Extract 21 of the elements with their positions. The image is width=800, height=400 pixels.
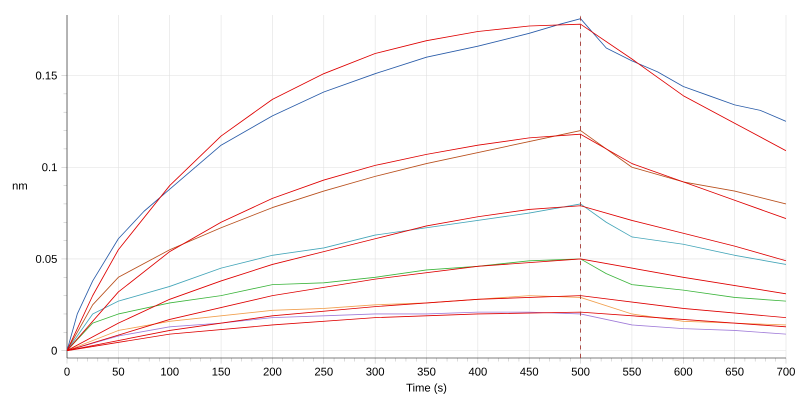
x-axis-title: Time (s): [406, 383, 446, 394]
x-tick-label: 650: [726, 368, 744, 376]
x-tick-label: 200: [264, 368, 282, 376]
x-tick-label: 50: [112, 368, 124, 376]
x-tick-label: 400: [468, 368, 487, 376]
y-tick-label: 0.1: [42, 163, 57, 172]
x-tick-label: 500: [572, 368, 590, 376]
x-tick-label: 600: [674, 368, 692, 376]
x-tick-label: 250: [314, 368, 333, 376]
x-tick-label: 100: [161, 368, 179, 376]
x-tick-label: 300: [366, 368, 384, 376]
y-tick-label: 0.05: [36, 254, 57, 263]
x-tick-label: 150: [212, 368, 230, 376]
x-tick-label: 450: [520, 368, 538, 376]
x-tick-label: 350: [418, 368, 436, 376]
y-tick-label: 0: [52, 346, 57, 355]
x-tick-label: 0: [64, 368, 70, 376]
x-tick-label: 700: [777, 368, 795, 376]
y-tick-label: 0.15: [36, 72, 57, 80]
x-tick-label: 550: [622, 368, 641, 376]
y-axis-title: nm: [12, 183, 27, 190]
